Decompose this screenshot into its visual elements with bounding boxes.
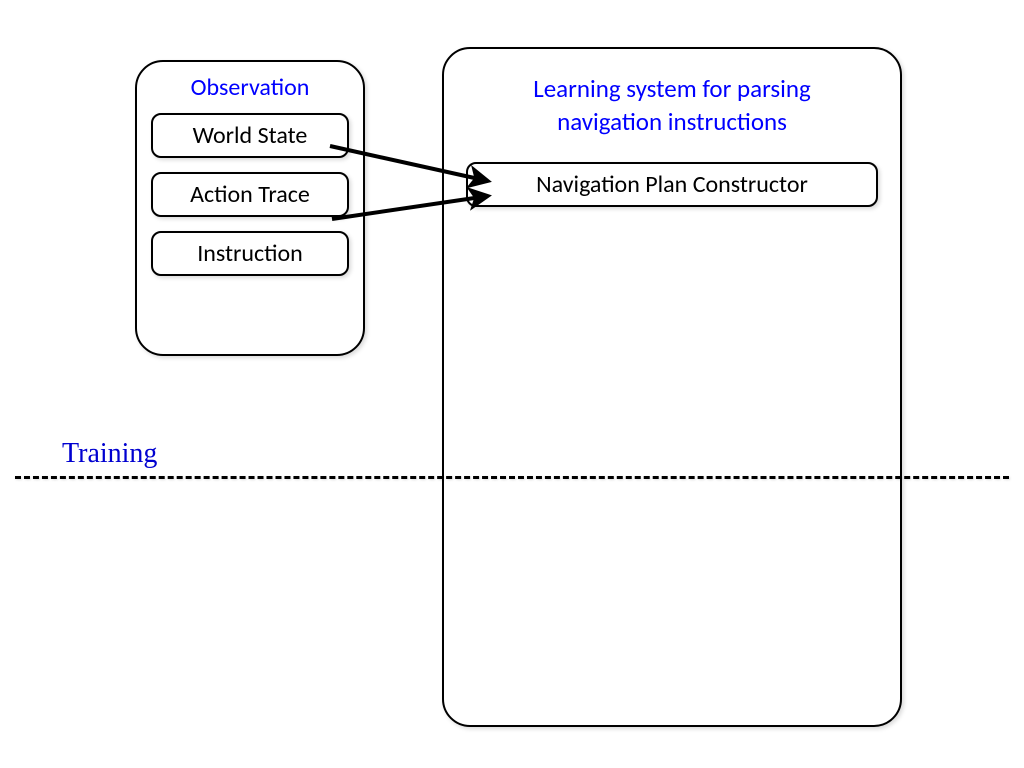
training-label: Training — [62, 438, 157, 470]
observation-container: Observation World State Action Trace Ins… — [135, 60, 365, 356]
learning-title: Learning system for parsing navigation i… — [464, 65, 880, 152]
world-state-box: World State — [151, 113, 349, 158]
observation-title: Observation — [151, 72, 349, 103]
training-divider — [15, 476, 1009, 479]
learning-system-container: Learning system for parsing navigation i… — [442, 47, 902, 727]
instruction-box: Instruction — [151, 231, 349, 276]
nav-constructor-box: Navigation Plan Constructor — [466, 162, 878, 207]
action-trace-box: Action Trace — [151, 172, 349, 217]
